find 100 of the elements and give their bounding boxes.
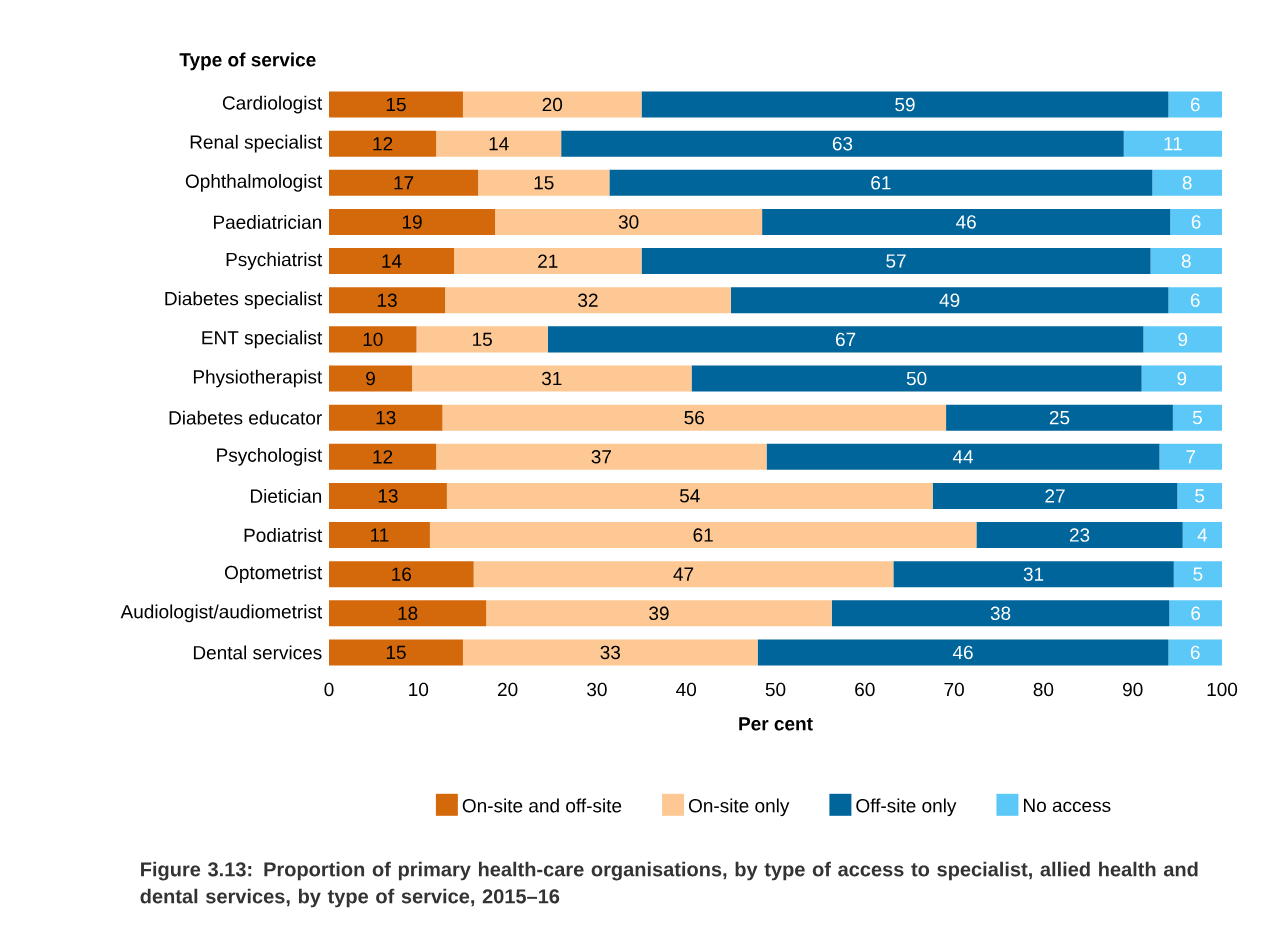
bar	[446, 482, 933, 509]
data-label: 46	[952, 645, 973, 660]
data-label: 12	[373, 450, 393, 464]
text: Figure 3.13: Proportion of primary health-care organisations, by type of access to specialist, allied health and dental services, by type of service, 2015–16	[140, 861, 1198, 908]
data-label: 6	[1191, 606, 1201, 621]
bar	[329, 482, 447, 509]
data-label: 15	[386, 645, 406, 660]
bar	[561, 130, 1124, 157]
y-tick-label: Podiatrist	[244, 528, 323, 543]
bar	[1141, 365, 1222, 392]
bar	[831, 600, 1170, 627]
data-label: 46	[956, 215, 976, 229]
x-tick-label: 100	[1207, 682, 1238, 697]
data-label: 5	[1195, 489, 1205, 503]
data-label: 13	[376, 410, 396, 425]
data-label: 49	[939, 293, 960, 307]
data-label: 44	[952, 450, 974, 464]
bar	[478, 169, 610, 196]
legend-label: No access	[1024, 798, 1111, 813]
data-label: 47	[673, 567, 694, 581]
data-label: 7	[1186, 450, 1196, 464]
data-label: 10	[363, 332, 383, 347]
legend-label: On-site and off-site	[462, 798, 622, 813]
bar	[329, 600, 487, 627]
data-label: 4	[1197, 528, 1208, 542]
data-label: 14	[382, 254, 402, 268]
bar	[454, 248, 642, 275]
y-tick-label: Renal specialist	[190, 134, 323, 153]
data-label: 9	[366, 371, 375, 386]
data-label: 9	[1177, 371, 1187, 386]
bar	[473, 561, 894, 588]
data-label: 9	[1178, 332, 1188, 347]
bar	[1123, 130, 1222, 157]
bar	[445, 287, 731, 314]
x-tick-label: 20	[497, 682, 518, 697]
data-label: 13	[377, 293, 397, 307]
y-tick-label: Audiologist/audiometrist	[120, 604, 323, 623]
x-tick-label: 30	[587, 682, 607, 697]
bar	[641, 91, 1169, 118]
bar	[416, 326, 548, 353]
bar	[976, 522, 1183, 549]
bar	[329, 561, 474, 588]
bar	[462, 639, 758, 666]
bar	[691, 365, 1142, 392]
legend-label: On-site only	[688, 798, 790, 817]
bar	[1152, 169, 1222, 196]
bar	[329, 248, 455, 275]
data-label: 33	[600, 645, 621, 660]
data-label: 6	[1190, 293, 1200, 307]
x-tick-label: 0	[324, 682, 334, 697]
bar	[442, 404, 947, 431]
bar	[1168, 639, 1222, 666]
y-axis-title: Type of service	[179, 52, 316, 71]
bar	[329, 91, 463, 118]
x-tick-label: 10	[409, 682, 429, 697]
bar	[329, 404, 443, 431]
data-label: 25	[1049, 410, 1070, 425]
y-tick-label: Dental services	[193, 645, 322, 660]
data-label: 54	[679, 489, 700, 503]
data-label: 56	[684, 410, 704, 425]
bar	[329, 522, 430, 549]
data-label: 13	[378, 489, 398, 503]
bar	[1173, 561, 1222, 588]
bar	[329, 365, 413, 392]
data-label: 17	[394, 176, 414, 190]
data-label: 23	[1069, 528, 1090, 542]
data-label: 32	[578, 293, 598, 307]
data-label: 67	[836, 332, 856, 347]
data-label: 14	[489, 137, 509, 151]
y-tick-label: Cardiologist	[222, 95, 323, 114]
bar	[1159, 443, 1222, 470]
y-tick-label: Paediatrician	[213, 214, 322, 229]
bar	[329, 326, 417, 353]
x-tick-label: 40	[676, 682, 697, 697]
bar	[1170, 208, 1222, 235]
data-label: 31	[541, 371, 562, 386]
data-label: 5	[1192, 410, 1202, 425]
data-label: 61	[871, 176, 891, 190]
bar	[609, 169, 1153, 196]
data-label: 12	[373, 137, 393, 151]
data-label: 18	[398, 606, 418, 621]
bar	[1168, 91, 1222, 118]
x-tick-label: 90	[1123, 682, 1143, 697]
y-tick-label: Physiotherapist	[193, 369, 323, 388]
bar	[462, 91, 642, 118]
data-label: 19	[402, 215, 422, 229]
data-label: 30	[618, 215, 639, 229]
y-tick-label: ENT specialist	[202, 330, 323, 349]
bar	[1150, 248, 1222, 275]
y-tick-label: Psychiatrist	[226, 252, 323, 270]
data-label: 15	[386, 97, 406, 112]
data-label: 6	[1190, 97, 1200, 112]
x-tick-label: 50	[765, 682, 786, 697]
data-label: 8	[1182, 176, 1192, 190]
data-label: 16	[392, 567, 412, 581]
data-label: 59	[895, 97, 915, 112]
bar	[436, 130, 562, 157]
data-label: 50	[906, 371, 927, 386]
bar	[329, 169, 479, 196]
bar	[329, 208, 496, 235]
